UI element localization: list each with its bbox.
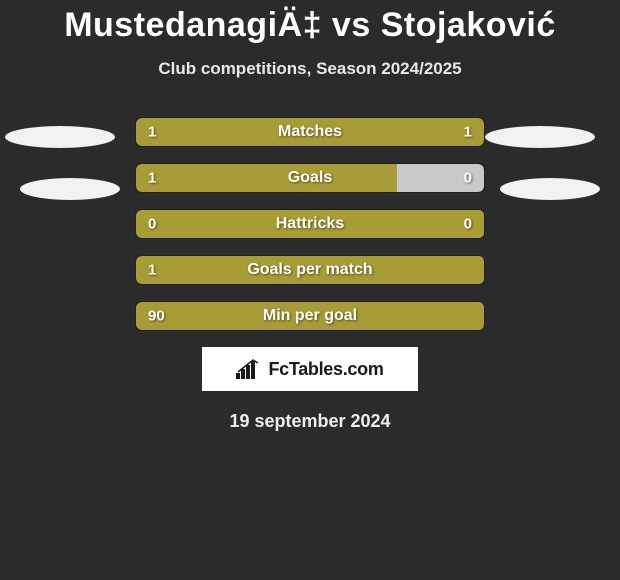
stat-value-left: 1 <box>148 170 156 187</box>
stat-value-right: 0 <box>464 170 472 187</box>
subtitle: Club competitions, Season 2024/2025 <box>0 59 620 79</box>
decorative-ellipse <box>485 126 595 148</box>
stat-bar-left <box>136 302 484 330</box>
stat-value-right: 0 <box>464 216 472 233</box>
stat-bar-left <box>136 164 397 192</box>
decorative-ellipse <box>5 126 115 148</box>
stat-value-left: 1 <box>148 124 156 141</box>
stat-value-left: 0 <box>148 216 156 233</box>
stat-row: 1Goals per match <box>135 255 485 285</box>
decorative-ellipse <box>20 178 120 200</box>
stat-row: 11Matches <box>135 117 485 147</box>
stat-bar-right <box>310 118 484 146</box>
bar-chart-icon <box>236 359 262 379</box>
stat-bar-left <box>136 210 484 238</box>
date-text: 19 september 2024 <box>0 411 620 432</box>
brand-text: FcTables.com <box>268 359 383 380</box>
stat-row: 00Hattricks <box>135 209 485 239</box>
page-title: MustedanagiÄ‡ vs Stojaković <box>0 0 620 45</box>
stat-value-right: 1 <box>464 124 472 141</box>
stat-row: 10Goals <box>135 163 485 193</box>
comparison-chart: 11Matches10Goals00Hattricks1Goals per ma… <box>0 117 620 331</box>
stat-value-left: 1 <box>148 262 156 279</box>
brand-badge[interactable]: FcTables.com <box>202 347 418 391</box>
stat-value-left: 90 <box>148 308 165 325</box>
decorative-ellipse <box>500 178 600 200</box>
stat-row: 90Min per goal <box>135 301 485 331</box>
stat-bar-left <box>136 256 484 284</box>
stat-bar-left <box>136 118 310 146</box>
